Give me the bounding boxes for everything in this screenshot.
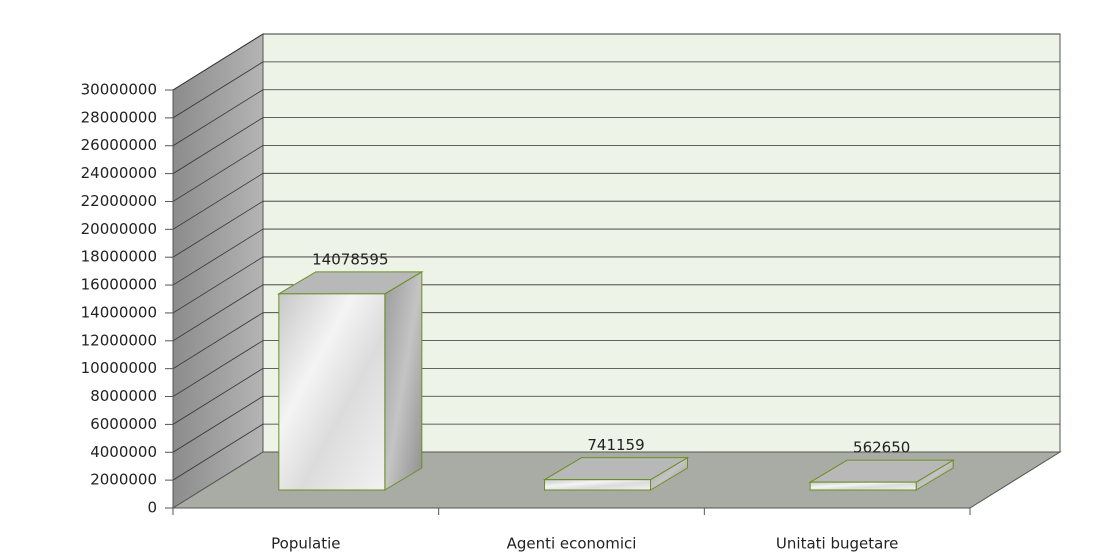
y-tick-label: 18000000	[81, 248, 157, 266]
y-tick-label: 22000000	[81, 192, 157, 210]
grid-line	[172, 33, 264, 91]
y-tick-label: 24000000	[81, 164, 157, 182]
data-label: 741159	[587, 436, 644, 454]
grid-line	[172, 61, 264, 119]
y-tick-label: 2000000	[90, 471, 157, 489]
bar	[809, 481, 917, 491]
grid-line	[172, 117, 264, 174]
y-tick-label: 28000000	[81, 108, 157, 126]
grid-line	[172, 423, 264, 481]
grid-line	[172, 228, 264, 286]
grid-line	[172, 395, 264, 453]
bar-side	[384, 270, 423, 491]
y-tick-label: 30000000	[81, 81, 157, 99]
grid-line	[172, 368, 264, 425]
bar	[278, 293, 386, 491]
grid-line	[172, 172, 264, 230]
y-tick-label: 0	[147, 499, 157, 517]
data-label: 562650	[853, 439, 910, 457]
left-wall	[172, 33, 264, 509]
grid-line	[172, 89, 264, 147]
y-tick-label: 4000000	[90, 443, 157, 461]
grid-line	[172, 312, 264, 370]
grid-line	[172, 256, 264, 314]
grid-line	[172, 145, 264, 202]
grid-line	[172, 284, 264, 342]
bar	[544, 479, 651, 491]
y-tick-label: 10000000	[81, 359, 157, 377]
y-tick-label: 14000000	[81, 303, 157, 321]
data-label: 14078595	[312, 250, 388, 268]
y-tick-label: 8000000	[90, 387, 157, 405]
y-tick-label: 26000000	[81, 136, 157, 154]
grid-line	[172, 340, 264, 397]
y-tick-label: 12000000	[81, 331, 157, 349]
y-tick-label: 20000000	[81, 220, 157, 238]
y-tick-label: 16000000	[81, 276, 157, 294]
x-tick-label: Agenti economici	[507, 535, 637, 553]
y-tick-label: 6000000	[90, 415, 157, 433]
x-tick-label: Unitati bugetare	[776, 535, 898, 553]
grid-line	[172, 200, 264, 258]
x-tick-label: Populatie	[271, 535, 340, 553]
